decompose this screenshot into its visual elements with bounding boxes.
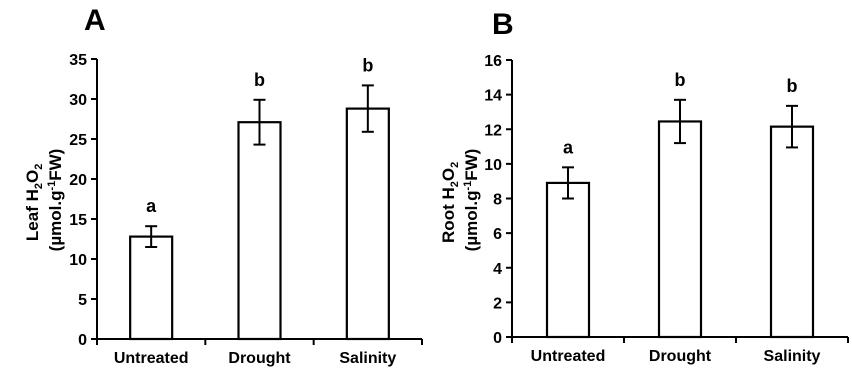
panel-a-category-label: Untreated	[114, 350, 189, 367]
panel-b-category-label: Drought	[649, 348, 712, 365]
panel-b-significance-letter: b	[675, 70, 686, 90]
panel-b-plot: 0 2 4 6 8 10 12 14 16 a Untreated b Drought b Salinity	[484, 53, 849, 365]
panel-a-y-tick-label: 35	[69, 52, 87, 69]
panel-b-bar-untreated	[545, 181, 591, 339]
panel-a-y-axis-title: Leaf H2O2 (µmol.g-1FW)	[23, 149, 65, 252]
panel-a-plot: 0 5 10 15 20 25 30 35 a Untreated b Drought b Salinit…	[69, 52, 423, 367]
panel-b-ylabel-line2: (µmol.g-1FW)	[462, 149, 481, 252]
panel-a-bar-drought	[237, 121, 282, 341]
panel-a-significance-letter: b	[362, 55, 373, 75]
panel-a-category-label: Salinity	[339, 350, 396, 367]
panel-b-significance-letter: b	[787, 76, 798, 96]
panel-b-bar-drought	[657, 120, 703, 339]
panel-b-y-tick-label: 4	[493, 261, 502, 278]
panel-a-label: A	[84, 4, 106, 37]
panel-a-category-label: Drought	[228, 350, 291, 367]
panel-b-y-tick-label: 6	[493, 226, 502, 243]
panel-b-y-tick-label: 2	[493, 295, 502, 312]
panel-b-y-tick-label: 16	[484, 53, 502, 70]
panel-a-y-tick-label: 5	[78, 292, 87, 309]
panel-a-bar-salinity	[345, 107, 390, 341]
panel-a-y-tick-label: 30	[69, 92, 87, 109]
panel-a-ylabel-line2: (µmol.g-1FW)	[46, 149, 65, 252]
panel-b-ylabel-line1: Root H2O2	[439, 162, 461, 243]
panel-b-significance-letter: a	[563, 137, 574, 157]
panel-b-y-tick-label: 14	[484, 88, 502, 105]
panel-a-ylabel-line1: Leaf H2O2	[23, 164, 45, 241]
panel-a-y-tick-label: 10	[69, 252, 87, 269]
panel-b-y-tick-label: 8	[493, 192, 502, 209]
panel-a: A Leaf H2O2 (µmol.g-1FW) 0 5 10 15 20 25 30 35 a…	[23, 4, 423, 367]
panel-b-bar-salinity	[769, 125, 815, 339]
panel-b-y-tick-label: 12	[484, 122, 502, 139]
panel-b-category-label: Untreated	[531, 348, 606, 365]
panel-a-y-tick-label: 20	[69, 172, 87, 189]
panel-a-significance-letter: a	[146, 196, 157, 216]
panel-a-y-tick-label: 15	[69, 212, 87, 229]
panel-a-y-tick-label: 0	[78, 332, 87, 349]
panel-b-label: B	[492, 8, 514, 41]
panel-b-y-tick-label: 0	[493, 330, 502, 347]
panel-a-significance-letter: b	[254, 70, 265, 90]
panel-a-bar-untreated	[129, 235, 174, 341]
panel-b-y-tick-label: 10	[484, 157, 502, 174]
panel-b-category-label: Salinity	[764, 348, 821, 365]
panel-a-y-tick-label: 25	[69, 132, 87, 149]
panel-b: B Root H2O2 (µmol.g-1FW) 0 2 4 6 8 10 12 14 16 a U…	[439, 8, 849, 365]
panel-b-y-axis-title: Root H2O2 (µmol.g-1FW)	[439, 149, 481, 252]
